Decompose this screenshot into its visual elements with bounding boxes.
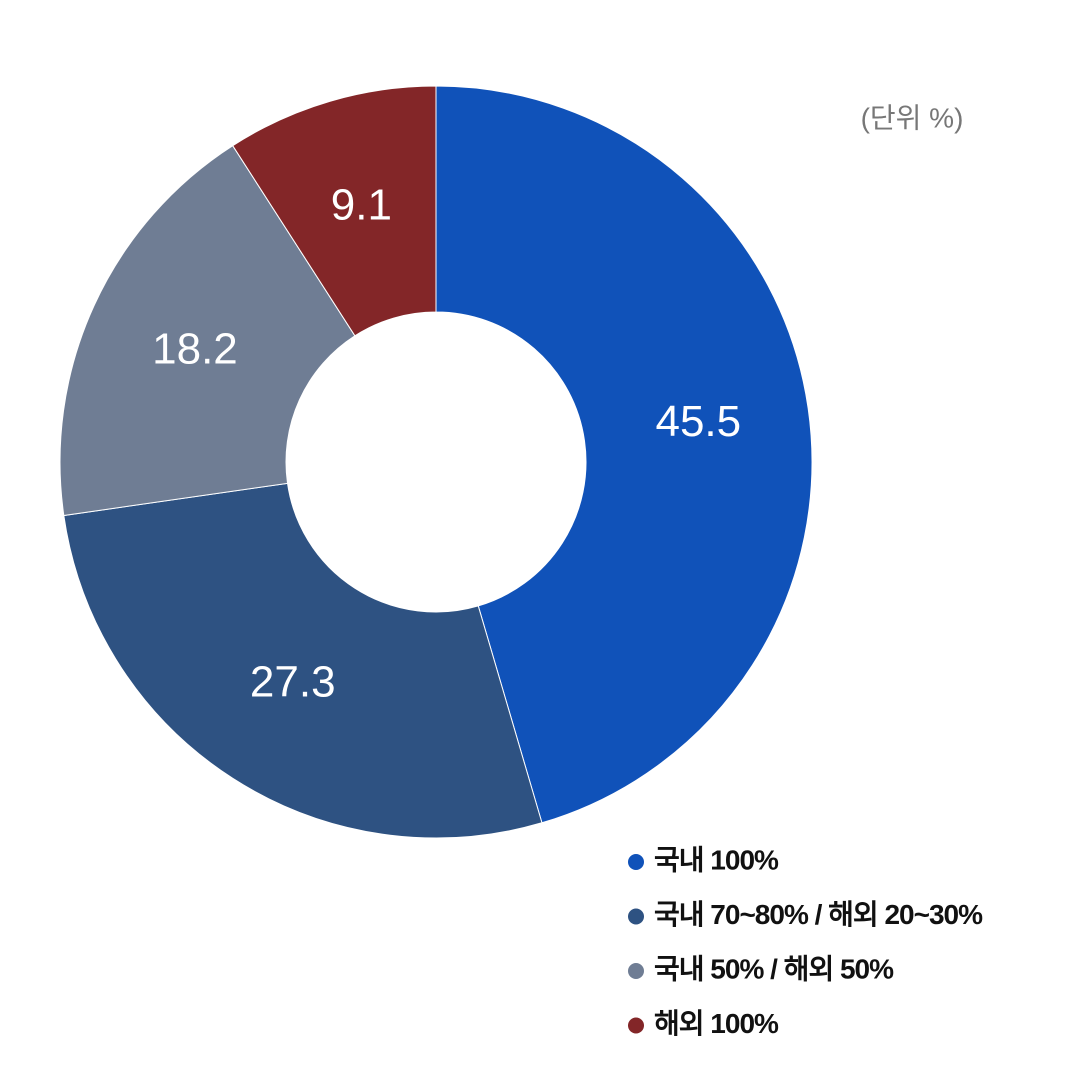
legend-label: 국내 70~80% / 해외 20~30%	[654, 899, 983, 930]
pie-slice	[63, 482, 543, 839]
pie-slice	[435, 85, 813, 824]
data-label: 45.5	[655, 397, 741, 446]
data-label: 27.3	[250, 658, 336, 707]
legend-label: 국내 100%	[654, 844, 779, 875]
data-label: 9.1	[331, 180, 392, 229]
pie-slice	[232, 85, 437, 337]
data-label: 18.2	[152, 325, 238, 374]
legend-marker	[628, 1017, 644, 1034]
unit-note: (단위 %)	[861, 102, 964, 133]
legend-marker	[628, 854, 644, 870]
legend-label: 해외 100%	[654, 1008, 779, 1039]
legend-marker	[628, 908, 644, 925]
legend-label: 국내 50% / 해외 50%	[654, 953, 894, 984]
legend-marker	[628, 963, 644, 979]
pie-slice	[59, 144, 356, 517]
